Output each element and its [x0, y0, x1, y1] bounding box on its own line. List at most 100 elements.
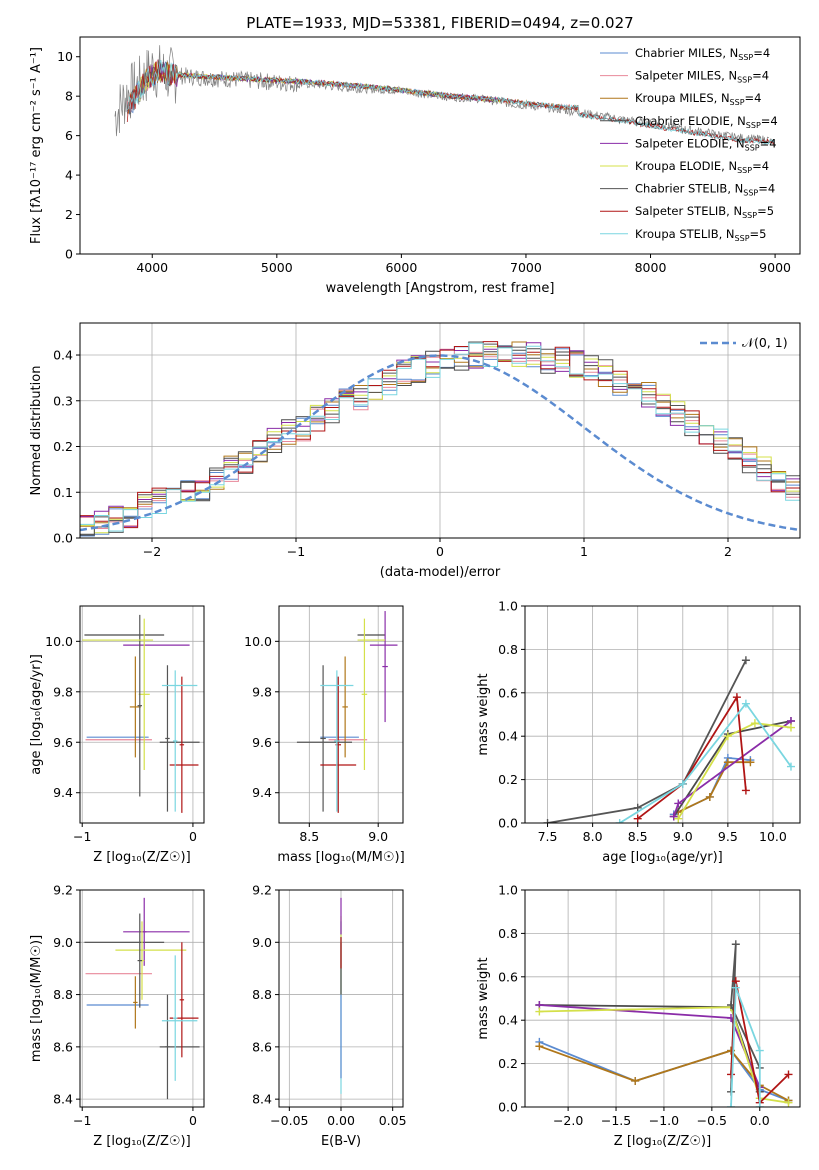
age-weight-ytick-label-2: 0.4: [498, 729, 518, 744]
age-weight-line-7: [619, 702, 792, 823]
age-weight-xtick-label-5: 10.0: [759, 829, 787, 844]
spectrum-xtick-label-4: 8000: [635, 260, 667, 275]
residuals-xlabel: (data-model)/error: [380, 565, 501, 580]
z-weight-marker-4-0: [535, 1007, 544, 1016]
z-age-xtick-label-0: −1: [73, 829, 91, 844]
age-weight-marker-6-0: [633, 814, 642, 823]
z-weight-line-4: [539, 1006, 789, 1104]
residuals-ytick-label-0: 0.0: [53, 531, 73, 546]
age-weight-marker-1-3: [746, 758, 755, 767]
z-mass-ytick-label-3: 9.0: [53, 935, 73, 950]
spectrum-model-kroupa-stelib: [127, 59, 775, 145]
z-weight-marker-7-1: [731, 983, 740, 992]
z-weight-marker-6-0: [727, 1070, 736, 1079]
z-weight-marker-1-1: [631, 1076, 640, 1085]
age-weight-marker-4-0: [674, 814, 683, 823]
mass-age-frame: [278, 605, 404, 824]
z-age-panel: −1 0 9.4 9.6 9.8 10.0 Z [log₁₀(Z/Z☉)] age [log₁…: [29, 605, 205, 865]
z-mass-xlabel: Z [log₁₀(Z/Z☉)]: [93, 1134, 190, 1149]
z-mass-ytick-label-1: 8.6: [53, 1039, 73, 1054]
z-mass-frame: [79, 889, 205, 1108]
age-weight-ytick-label-5: 1.0: [498, 599, 518, 614]
spectrum-legend-label-7: Salpeter STELIB, NSSP=5: [635, 204, 774, 220]
age-weight-xtick-label-4: 9.5: [718, 829, 738, 844]
ebv-mass-panel: −0.05 0.00 0.05 8.4 8.6 8.8 9.0 9.2 E(B-V): [252, 883, 406, 1150]
residuals-hist-chabrier-elodie: [80, 348, 800, 536]
z-weight-ytick-label-4: 0.8: [498, 926, 518, 941]
z-weight-marker-5-1: [731, 940, 740, 949]
z-mass-ylabel: mass [log₁₀(M/M☉)]: [29, 935, 44, 1062]
spectrum-ytick-label-1: 2: [65, 207, 73, 222]
z-weight-line-7: [730, 987, 761, 1107]
age-weight-ylabel: mass weight: [476, 673, 491, 755]
age-weight-marker-6-2: [732, 693, 741, 702]
residuals-normal-curve: [80, 354, 798, 532]
age-weight-marker-4-2: [750, 719, 759, 728]
z-weight-xtick-label-1: −1.5: [601, 1113, 631, 1128]
figure-title: PLATE=1933, MJD=53381, FIBERID=0494, z=0…: [246, 14, 633, 32]
z-mass-panel: −1 0 8.4 8.6 8.8 9.0 9.2 Z [log₁₀(Z/Z☉)] mass [l…: [29, 883, 205, 1149]
residuals-hist-salpeter-stelib: [80, 341, 800, 529]
z-mass-xtick-label-0: −1: [73, 1113, 91, 1128]
z-weight-marker-6-3: [784, 1070, 793, 1079]
age-weight-line-6: [637, 694, 747, 820]
z-mass-plot-area: [80, 890, 204, 1107]
spectrum-legend-label-4: Salpeter ELODIE, NSSP=4: [635, 136, 777, 152]
ebv-mass-ytick-label-4: 9.2: [252, 883, 272, 898]
z-age-frame: [79, 605, 205, 824]
residuals-ytick-label-2: 0.2: [53, 439, 73, 454]
age-weight-xtick-label-2: 8.5: [628, 829, 648, 844]
z-age-ytick-label-1: 9.6: [53, 735, 73, 750]
age-weight-line-4: [677, 722, 792, 820]
mass-age-ytick-label-0: 9.4: [252, 785, 272, 800]
z-weight-ytick-label-2: 0.4: [498, 1013, 518, 1028]
residuals-ytick-label-3: 0.3: [53, 393, 73, 408]
spectrum-legend-label-5: Kroupa ELODIE, NSSP=4: [635, 159, 769, 175]
z-mass-xtick-label-1: 0: [189, 1113, 197, 1128]
age-weight-marker-7-2: [741, 699, 750, 708]
age-weight-marker-1-2: [723, 758, 732, 767]
z-mass-ytick-label-2: 8.8: [53, 987, 73, 1002]
spectrum-legend-label-1: Salpeter MILES, NSSP=4: [635, 69, 769, 85]
spectrum-xtick-label-3: 7000: [510, 260, 542, 275]
age-weight-ytick-label-1: 0.2: [498, 772, 518, 787]
z-mass-ytick-label-4: 9.2: [53, 883, 73, 898]
spectrum-frame: [79, 36, 801, 255]
age-weight-ytick-label-0: 0.0: [498, 816, 518, 831]
residuals-ytick-label-1: 0.1: [53, 485, 73, 500]
ebv-mass-ytick-label-2: 8.8: [252, 987, 272, 1002]
spectrum-ytick-label-0: 0: [65, 247, 73, 262]
spectrum-xtick-label-5: 9000: [759, 260, 791, 275]
age-weight-marker-7-3: [786, 762, 795, 771]
age-weight-marker-6-3: [741, 786, 750, 795]
age-weight-marker-3-1: [674, 799, 683, 808]
spectrum-legend-label-0: Chabrier MILES, NSSP=4: [635, 46, 770, 62]
spectrum-legend-label-8: Kroupa STELIB, NSSP=5: [635, 227, 766, 243]
age-weight-ytick-label-4: 0.8: [498, 642, 518, 657]
age-weight-marker-5-3: [741, 656, 750, 665]
spectrum-ylabel: Flux [fλ10⁻¹⁷ erg cm⁻² s⁻¹ A⁻¹]: [29, 47, 44, 244]
z-age-ylabel: age [log₁₀(age/yr)]: [29, 654, 44, 775]
residuals-plot-area: [80, 323, 800, 538]
age-weight-marker-3-0: [669, 812, 678, 821]
residuals-hist-kroupa-miles: [80, 341, 800, 527]
ebv-mass-ytick-label-3: 9.0: [252, 935, 272, 950]
mass-age-ytick-label-2: 9.8: [252, 684, 272, 699]
spectrum-xlabel: wavelength [Angstrom, rest frame]: [326, 281, 555, 296]
residuals-ytick-label-4: 0.4: [53, 348, 73, 363]
age-weight-line-1: [677, 761, 751, 813]
spectrum-xtick-label-0: 4000: [136, 260, 168, 275]
spectrum-xtick-label-1: 5000: [261, 260, 293, 275]
mass-age-ytick-label-1: 9.6: [252, 735, 272, 750]
residuals-ylabel: Normed distribution: [29, 366, 44, 496]
z-weight-ytick-label-0: 0.0: [498, 1100, 518, 1115]
ebv-mass-ytick-label-1: 8.6: [252, 1039, 272, 1054]
spectrum-plot-area: [114, 45, 775, 145]
age-weight-xtick-label-0: 7.5: [538, 829, 558, 844]
z-weight-panel: −2.0 −1.5 −1.0 −0.5 0.0 0.0 0.2 0.4 0.6 0.8 1.0 Z […: [476, 883, 801, 1149]
z-mass-ytick-label-0: 8.4: [53, 1092, 73, 1107]
z-weight-ytick-label-3: 0.6: [498, 969, 518, 984]
spectrum-ytick-label-5: 10: [57, 49, 73, 64]
age-weight-marker-5-1: [633, 803, 642, 812]
